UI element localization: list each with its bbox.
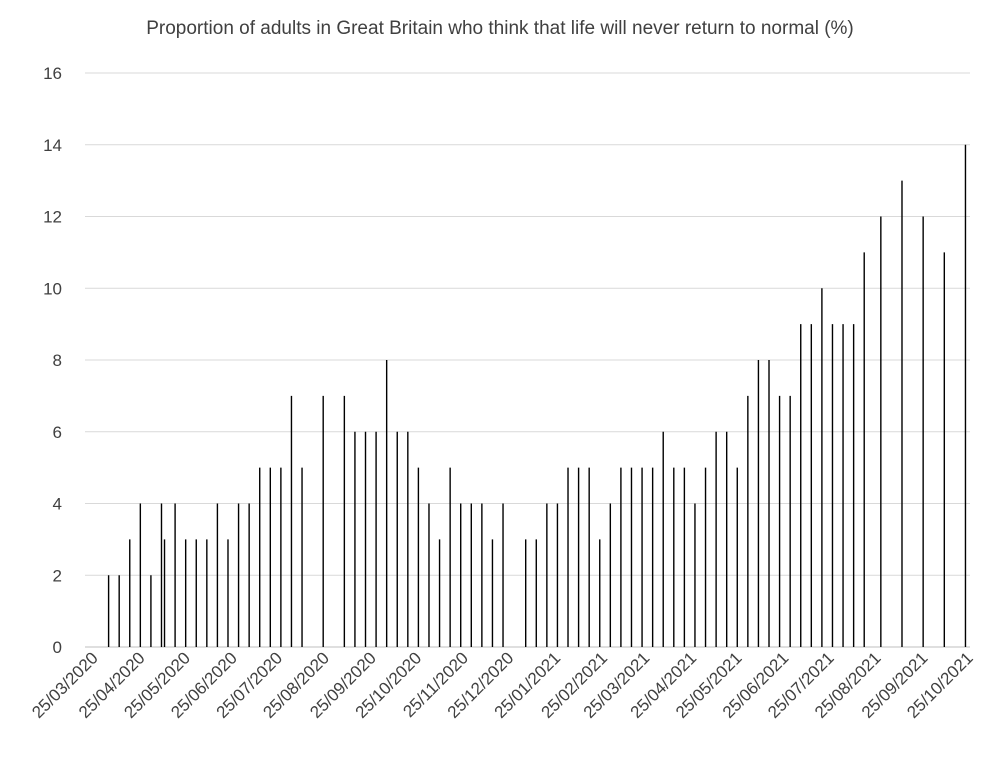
gridlines <box>85 72 970 648</box>
y-tick-label: 16 <box>43 64 62 83</box>
y-tick-label: 8 <box>53 351 62 370</box>
y-tick-label: 14 <box>43 136 62 155</box>
bars <box>107 144 967 647</box>
y-tick-label: 2 <box>53 566 62 585</box>
chart-title: Proportion of adults in Great Britain wh… <box>146 18 854 39</box>
x-axis-ticks: 25/03/202025/04/202025/05/202025/06/2020… <box>28 648 977 722</box>
y-tick-label: 0 <box>53 638 62 657</box>
y-axis-ticks: 0 2 4 6 8 10 12 14 16 <box>43 64 62 657</box>
y-tick-label: 10 <box>43 279 62 298</box>
y-tick-label: 6 <box>53 423 62 442</box>
y-tick-label: 12 <box>43 208 62 227</box>
y-tick-label: 4 <box>53 495 62 514</box>
